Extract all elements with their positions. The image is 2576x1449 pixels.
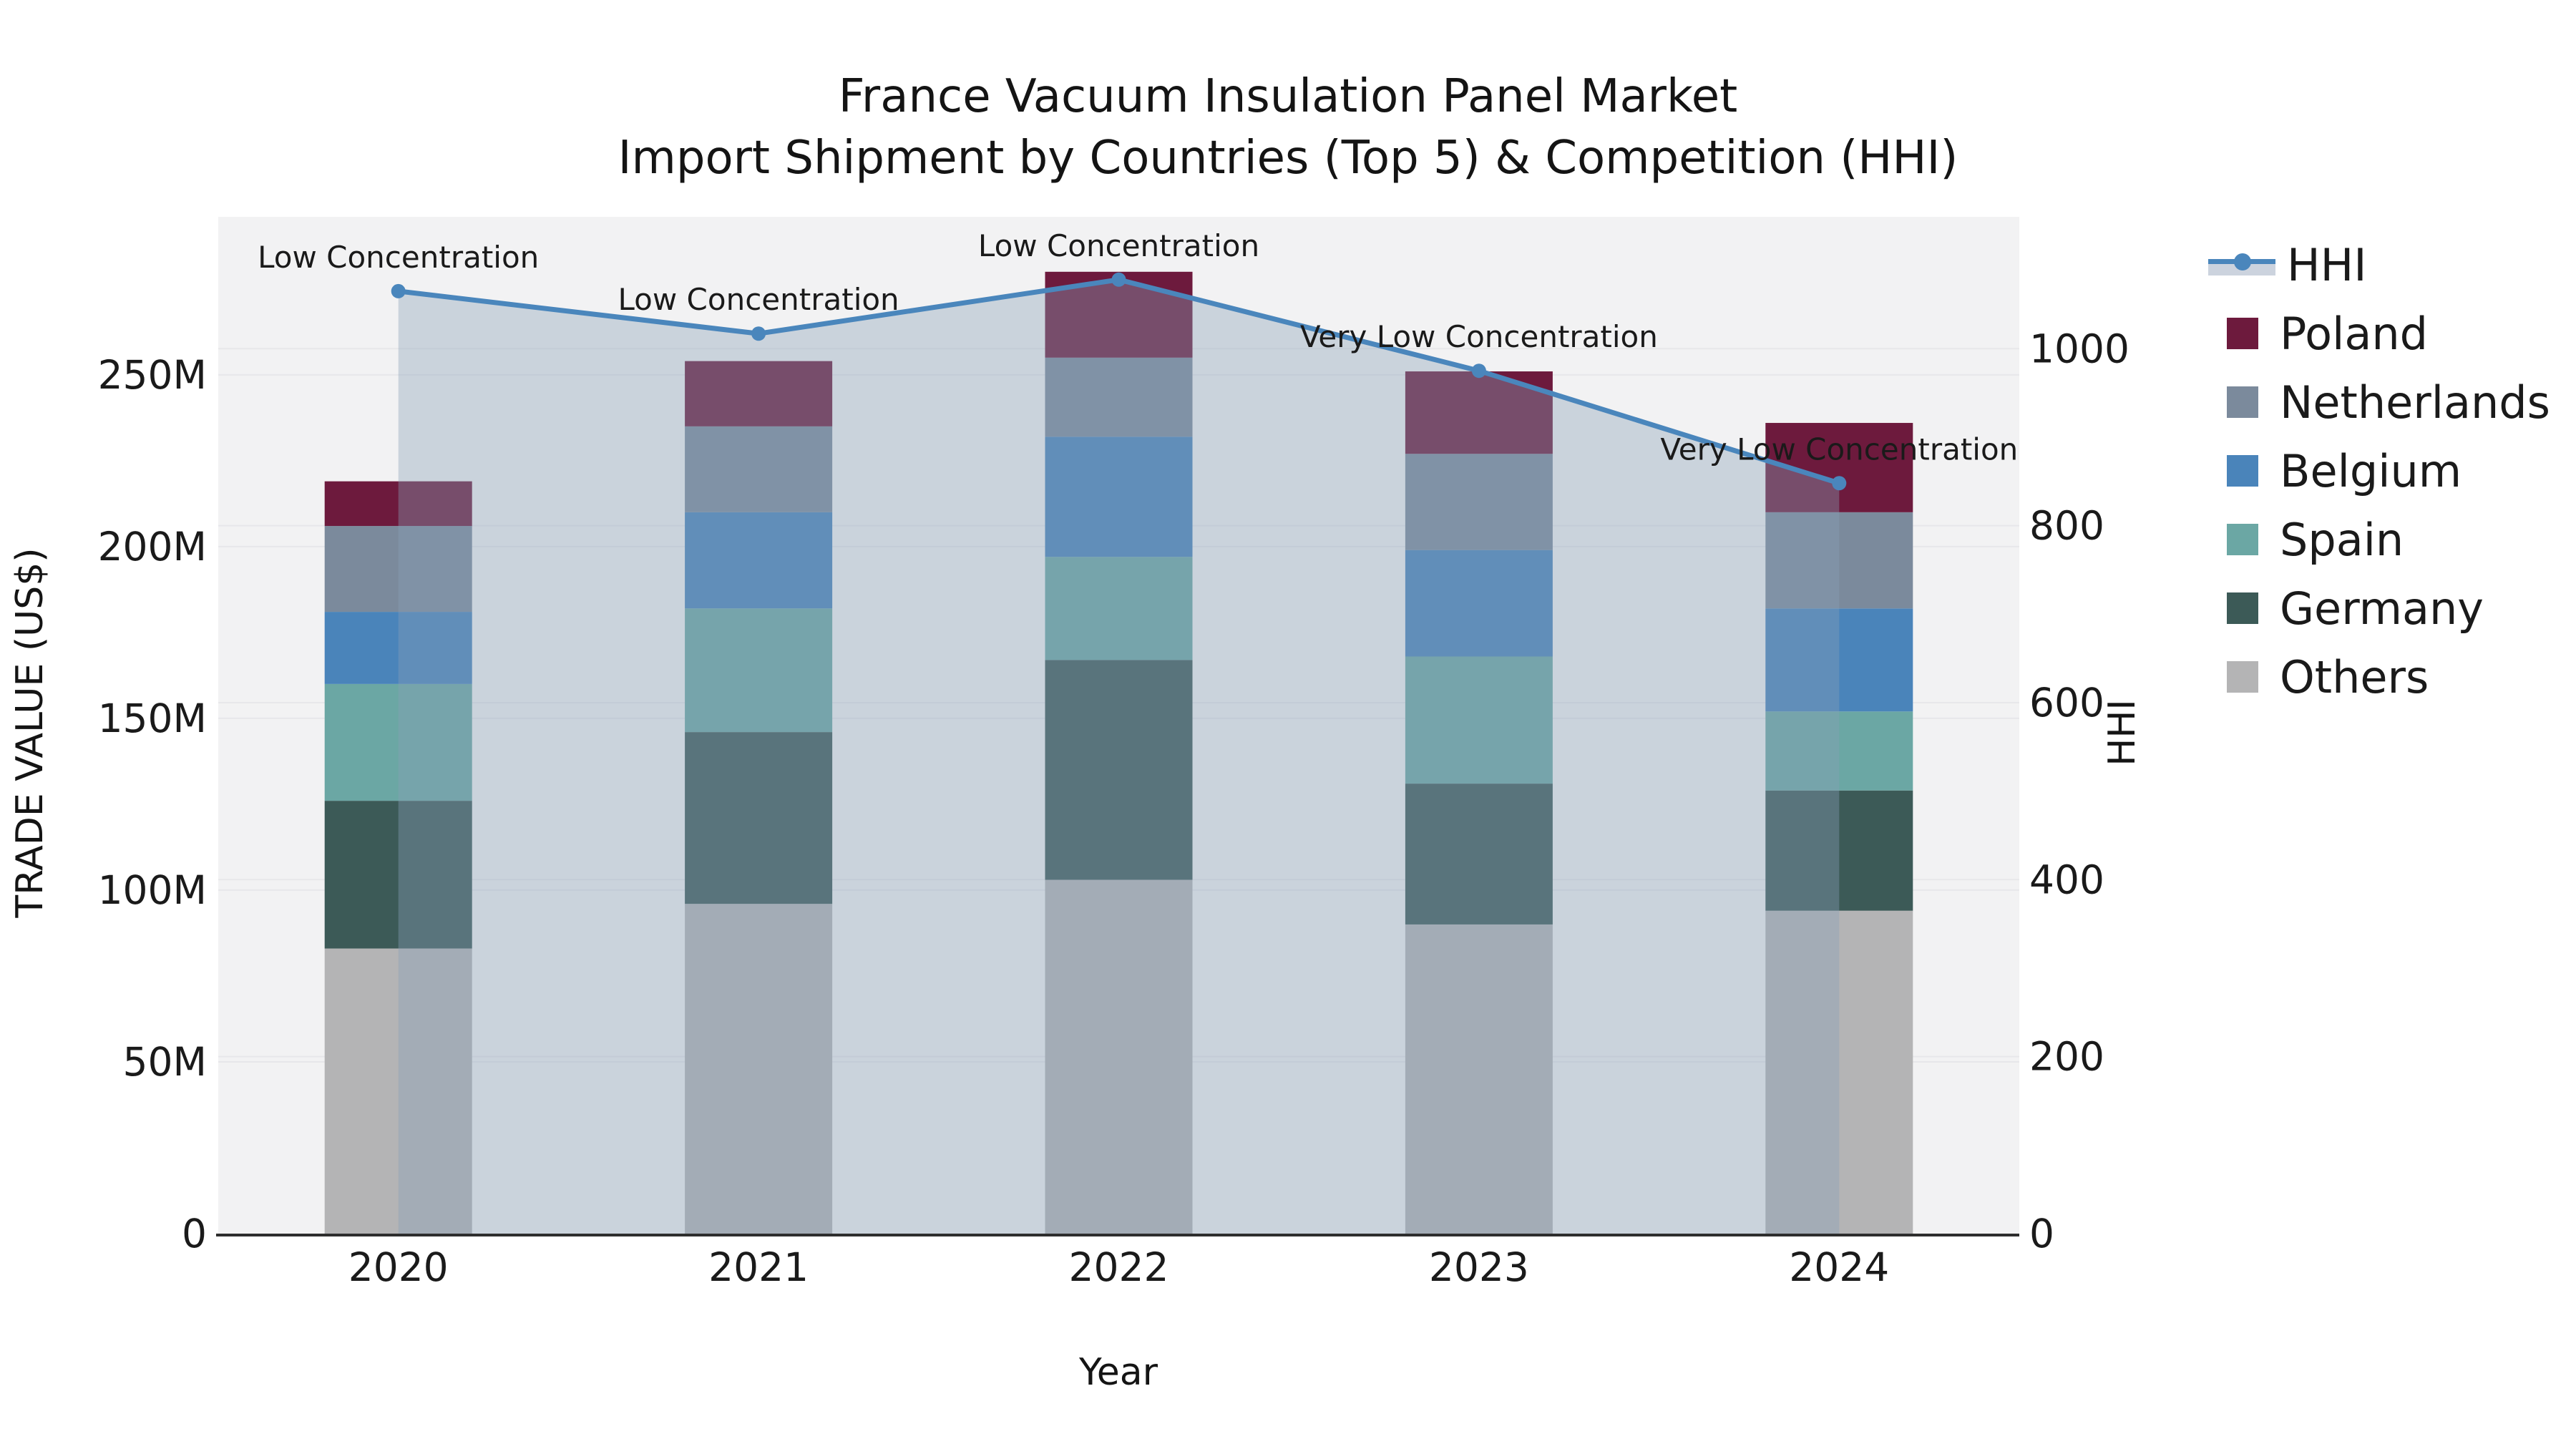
y-left-tick-250M: 250M xyxy=(98,352,207,398)
annotation-2020: Low Concentration xyxy=(258,240,539,275)
bar-segment-others-2021 xyxy=(685,904,833,1234)
x-axis-label: Year xyxy=(1078,1351,1158,1394)
x-tick-2022: 2022 xyxy=(1069,1244,1169,1290)
legend-item-poland: Poland xyxy=(2208,299,2550,368)
legend-label: HHI xyxy=(2287,238,2367,291)
bar-segment-germany-2022 xyxy=(1045,660,1193,880)
x-tick-2023: 2023 xyxy=(1429,1244,1529,1290)
y-left-tick-200M: 200M xyxy=(98,524,207,570)
chart-title: France Vacuum Insulation Panel Market Im… xyxy=(0,66,2576,189)
y-axis-label-right: HHI xyxy=(2101,699,2144,766)
annotation-2021: Low Concentration xyxy=(618,282,899,317)
legend-item-germany: Germany xyxy=(2208,574,2550,643)
bar-segment-poland-2020 xyxy=(324,481,472,527)
bar-segment-others-2024 xyxy=(1765,910,1913,1234)
y-axis-label-left: TRADE VALUE (US$) xyxy=(9,547,52,918)
bar-segment-belgium-2022 xyxy=(1045,436,1193,557)
y-right-tick-0: 0 xyxy=(2029,1211,2054,1257)
x-tick-2021: 2021 xyxy=(708,1244,809,1290)
annotation-2022: Low Concentration xyxy=(978,228,1259,263)
x-tick-2020: 2020 xyxy=(348,1244,449,1290)
y-right-tick-600: 600 xyxy=(2029,680,2104,726)
bar-segment-netherlands-2023 xyxy=(1405,454,1553,550)
bar-segment-spain-2022 xyxy=(1045,557,1193,660)
bar-segment-spain-2021 xyxy=(685,608,833,733)
bar-segment-belgium-2020 xyxy=(324,612,472,684)
bar-segment-germany-2023 xyxy=(1405,784,1553,924)
y-left-tick-50M: 50M xyxy=(123,1039,207,1085)
bar-segment-spain-2023 xyxy=(1405,656,1553,784)
legend-item-spain: Spain xyxy=(2208,505,2550,574)
bar-segment-netherlands-2024 xyxy=(1765,512,1913,609)
hhi-marker-2020 xyxy=(391,283,406,298)
bar-segment-germany-2024 xyxy=(1765,790,1913,911)
bar-segment-netherlands-2020 xyxy=(324,526,472,613)
bar-segment-others-2022 xyxy=(1045,879,1193,1234)
legend-color-swatch-icon xyxy=(2227,318,2258,349)
y-left-tick-0: 0 xyxy=(182,1211,207,1257)
legend-item-netherlands: Netherlands xyxy=(2208,368,2550,436)
bar-segment-spain-2024 xyxy=(1765,711,1913,791)
bar-segment-germany-2020 xyxy=(324,801,472,949)
bar-segment-belgium-2021 xyxy=(685,512,833,609)
legend-color-swatch-icon xyxy=(2227,455,2258,487)
legend-color-swatch-icon xyxy=(2227,661,2258,693)
legend-label: Poland xyxy=(2280,307,2428,360)
legend-color-swatch-icon xyxy=(2227,386,2258,418)
y-right-tick-800: 800 xyxy=(2029,503,2104,549)
bar-segment-others-2020 xyxy=(324,948,472,1234)
bar-segment-others-2023 xyxy=(1405,924,1553,1234)
legend-item-others: Others xyxy=(2208,643,2550,711)
hhi-marker-2024 xyxy=(1832,476,1847,491)
legend-item-belgium: Belgium xyxy=(2208,436,2550,505)
hhi-marker-2022 xyxy=(1111,272,1126,287)
y-left-tick-100M: 100M xyxy=(98,867,207,913)
y-right-tick-400: 400 xyxy=(2029,857,2104,902)
bar-segment-poland-2021 xyxy=(685,361,833,426)
legend-label: Netherlands xyxy=(2280,376,2550,429)
y-right-tick-200: 200 xyxy=(2029,1034,2104,1080)
x-tick-2024: 2024 xyxy=(1789,1244,1889,1290)
bar-segment-germany-2021 xyxy=(685,732,833,904)
hhi-marker-2023 xyxy=(1471,364,1486,379)
legend-label: Others xyxy=(2280,650,2429,703)
chart-title-line1: France Vacuum Insulation Panel Market xyxy=(838,70,1738,123)
legend-label: Spain xyxy=(2280,513,2404,566)
hhi-marker-2021 xyxy=(751,326,766,341)
bar-segment-belgium-2024 xyxy=(1765,608,1913,712)
legend-line-swatch-icon xyxy=(2208,253,2275,275)
bar-segment-netherlands-2021 xyxy=(685,426,833,512)
legend-label: Belgium xyxy=(2280,444,2462,497)
annotation-2023: Very Low Concentration xyxy=(1300,319,1658,354)
bar-segment-netherlands-2022 xyxy=(1045,357,1193,437)
legend-item-hhi: HHI xyxy=(2208,230,2550,299)
bar-segment-spain-2020 xyxy=(324,683,472,801)
legend-color-swatch-icon xyxy=(2227,524,2258,555)
legend-label: Germany xyxy=(2280,582,2484,635)
annotation-2024: Very Low Concentration xyxy=(1660,431,2018,467)
bar-segment-belgium-2023 xyxy=(1405,550,1553,657)
hhi-area-fill xyxy=(398,279,1840,1234)
chart-title-line2: Import Shipment by Countries (Top 5) & C… xyxy=(618,132,1958,185)
y-right-tick-1000: 1000 xyxy=(2029,326,2129,371)
legend: HHI Poland Netherlands Belgium Spain Germany O… xyxy=(2208,230,2550,711)
legend-color-swatch-icon xyxy=(2227,592,2258,624)
y-left-tick-150M: 150M xyxy=(98,696,207,741)
